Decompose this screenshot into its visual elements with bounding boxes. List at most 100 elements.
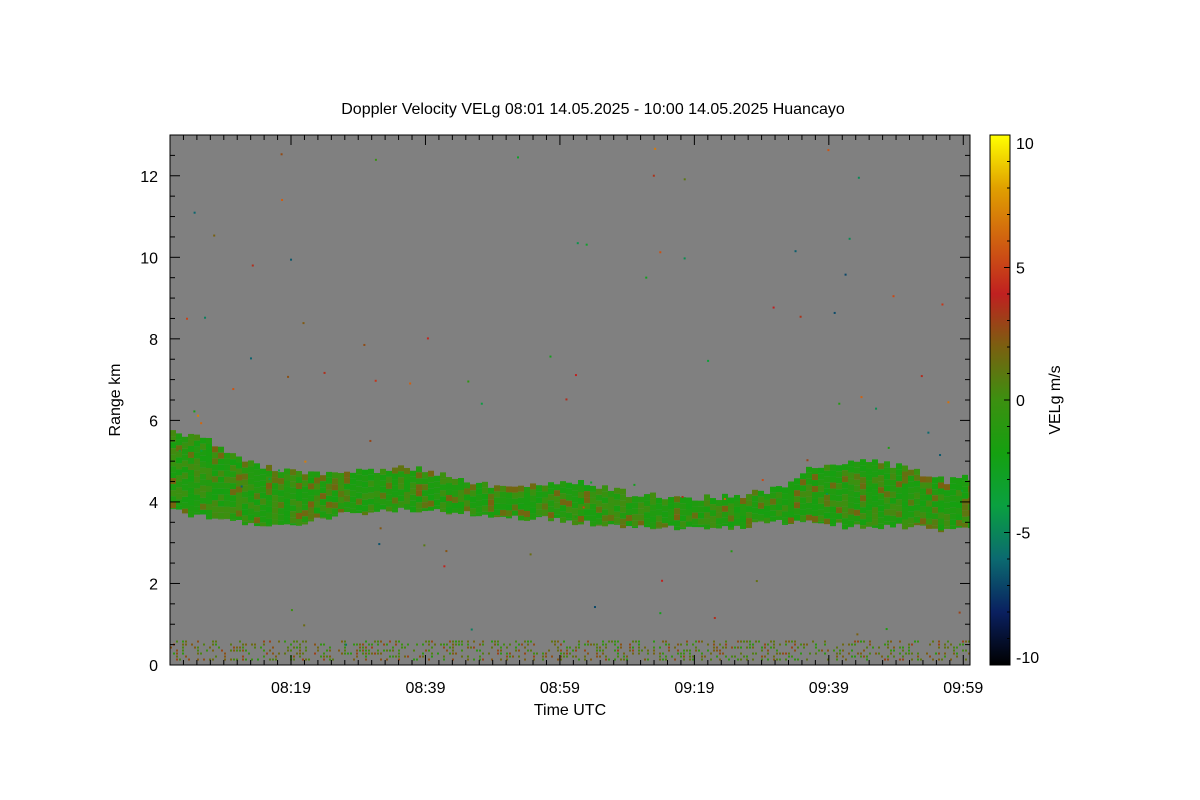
noise-speckle — [654, 147, 657, 150]
cloud-cell — [842, 494, 848, 501]
surface-cell — [824, 640, 826, 643]
surface-cell — [755, 640, 757, 643]
surface-cell — [641, 649, 643, 652]
cloud-cell — [212, 470, 218, 477]
surface-cell — [188, 658, 190, 661]
surface-cell — [596, 652, 598, 655]
cloud-cell — [518, 491, 524, 498]
cloud-cell — [842, 524, 848, 530]
surface-cell — [746, 646, 748, 649]
cloud-cell — [188, 505, 194, 512]
surface-cell — [605, 658, 607, 661]
cloud-cell — [938, 488, 944, 495]
surface-cell — [500, 658, 502, 661]
cloud-cell — [608, 490, 614, 497]
cloud-cell — [824, 482, 830, 489]
surface-cell — [692, 643, 694, 646]
cloud-cell — [176, 475, 182, 482]
surface-cell — [788, 655, 790, 658]
surface-cell — [344, 640, 346, 643]
cloud-cell — [524, 498, 530, 505]
surface-cell — [449, 640, 451, 643]
cloud-cell — [788, 481, 794, 488]
surface-cell — [260, 646, 262, 649]
cloud-cell — [668, 497, 674, 504]
surface-cell — [560, 649, 562, 652]
surface-cell — [614, 640, 616, 643]
surface-cell — [413, 658, 415, 661]
cloud-cell — [356, 480, 362, 487]
surface-cell — [860, 652, 862, 655]
cloud-cell — [914, 522, 920, 526]
cloud-cell — [320, 505, 326, 512]
surface-cell — [665, 640, 667, 643]
cloud-cell — [302, 486, 308, 493]
cloud-cell — [308, 495, 314, 502]
cloud-cell — [308, 477, 314, 484]
cloud-cell — [374, 490, 380, 497]
noise-speckle — [723, 497, 726, 500]
surface-cell — [836, 646, 838, 649]
cloud-cell — [368, 480, 374, 487]
surface-cell — [254, 646, 256, 649]
cloud-cell — [230, 501, 236, 508]
cloud-cell — [578, 516, 584, 523]
cloud-cell — [926, 476, 932, 483]
cloud-cell — [494, 497, 500, 504]
cloud-cell — [332, 490, 338, 497]
cloud-cell — [932, 477, 938, 484]
cloud-cell — [434, 505, 440, 510]
cloud-cell — [284, 486, 290, 493]
cloud-cell — [818, 509, 824, 516]
cloud-cell — [884, 461, 890, 468]
noise-speckle — [887, 446, 890, 449]
cloud-cell — [584, 491, 590, 498]
cloud-cell — [248, 508, 254, 515]
cloud-cell — [950, 507, 956, 514]
noise-speckle — [204, 316, 207, 319]
cloud-cell — [500, 509, 506, 516]
surface-cell — [299, 652, 301, 655]
cloud-cell — [908, 523, 914, 528]
noise-speckle — [423, 544, 426, 547]
cloud-cell — [254, 481, 260, 488]
surface-cell — [182, 643, 184, 646]
surface-cell — [563, 652, 565, 655]
cloud-cell — [944, 526, 950, 529]
cloud-cell — [878, 523, 884, 530]
cloud-cell — [308, 507, 314, 514]
cloud-cell — [230, 483, 236, 490]
cloud-cell — [848, 502, 854, 509]
cloud-cell — [440, 496, 446, 503]
cloud-cell — [962, 480, 968, 487]
cloud-cell — [650, 516, 656, 523]
surface-cell — [362, 649, 364, 652]
cloud-cell — [560, 481, 566, 488]
surface-cell — [440, 643, 442, 646]
cloud-cell — [950, 489, 956, 496]
cloud-cell — [572, 496, 578, 503]
surface-cell — [380, 658, 382, 661]
surface-cell — [398, 655, 400, 658]
surface-cell — [263, 640, 265, 643]
surface-cell — [239, 646, 241, 649]
cloud-cell — [812, 504, 818, 511]
cloud-cell — [746, 512, 752, 519]
cloud-cell — [206, 437, 212, 444]
cloud-cell — [206, 449, 212, 456]
cloud-cell — [824, 470, 830, 477]
cloud-cell — [506, 486, 512, 493]
cloud-cell — [632, 502, 638, 509]
surface-cell — [527, 640, 529, 643]
cloud-cell — [182, 478, 188, 485]
cloud-cell — [572, 490, 578, 497]
surface-cell — [422, 652, 424, 655]
surface-cell — [296, 652, 298, 655]
cloud-cell — [566, 488, 572, 495]
cloud-cell — [572, 484, 578, 491]
surface-cell — [776, 652, 778, 655]
cloud-cell — [902, 513, 908, 520]
cloud-cell — [518, 515, 524, 521]
cloud-cell — [488, 499, 494, 506]
cloud-cell — [590, 515, 596, 522]
